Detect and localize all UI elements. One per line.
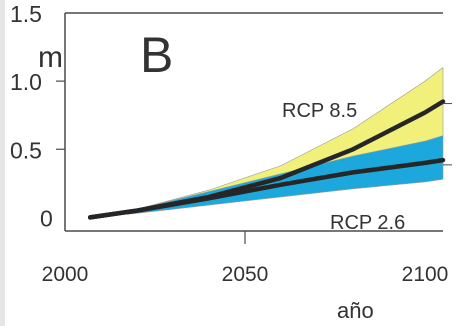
y-ticks: 1.5 1.0 0.5 0 bbox=[10, 1, 65, 231]
panel-label: B bbox=[140, 27, 173, 83]
y-tick-label: 0.5 bbox=[10, 137, 42, 163]
x-ticks: 2000 2050 2100 bbox=[42, 231, 449, 286]
y-tick-label: 1.0 bbox=[10, 69, 42, 95]
y-tick-label: 0 bbox=[40, 205, 53, 231]
mean-line-rcp-2-6 bbox=[87, 157, 446, 220]
series-label-rcp26: RCP 2.6 bbox=[330, 212, 405, 234]
band-rcp-2-6 bbox=[90, 135, 444, 218]
y-tick-label: 1.5 bbox=[10, 1, 42, 27]
uncertainty-bands bbox=[90, 66, 444, 218]
left-edge-rule bbox=[0, 0, 5, 326]
x-tick-label: 2050 bbox=[222, 263, 269, 286]
x-tick-label: 2000 bbox=[42, 263, 89, 286]
series-label-rcp85: RCP 8.5 bbox=[282, 100, 357, 122]
y-axis-label: m bbox=[38, 41, 63, 74]
mean-lines bbox=[87, 99, 446, 220]
x-axis-label: año bbox=[337, 298, 374, 323]
x-tick-label: 2100 bbox=[402, 263, 449, 286]
right-edge-ticks bbox=[443, 103, 452, 166]
